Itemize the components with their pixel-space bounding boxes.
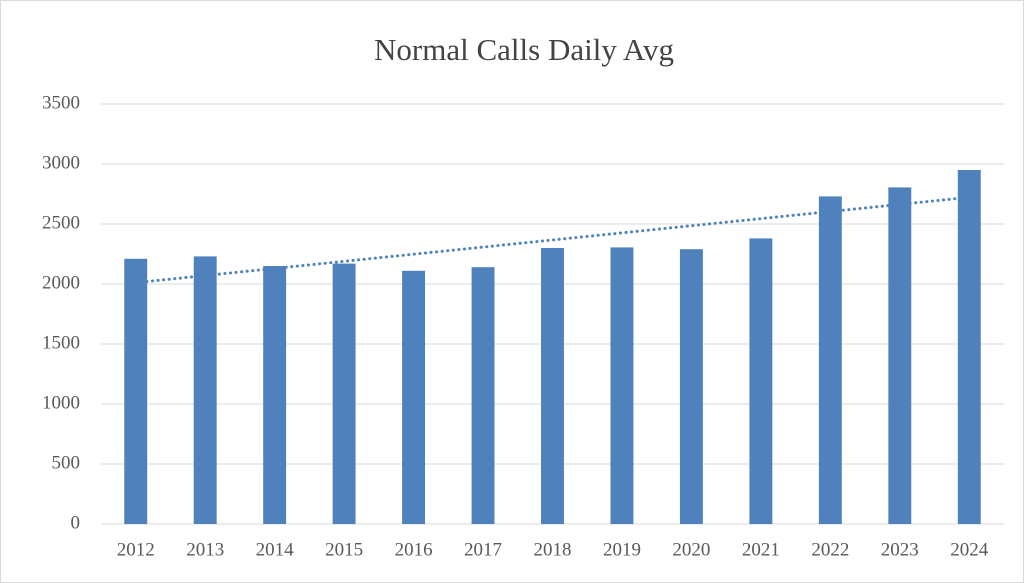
y-tick-label: 2000 <box>42 272 80 293</box>
trendline <box>134 195 971 285</box>
bar <box>957 170 981 524</box>
x-tick-label: 2013 <box>186 539 224 560</box>
chart-title: Normal Calls Daily Avg <box>374 32 674 67</box>
x-tick-label: 2024 <box>950 539 989 560</box>
bar <box>888 187 912 524</box>
bar <box>332 263 356 524</box>
bar <box>610 247 634 524</box>
x-tick-label: 2023 <box>881 539 919 560</box>
x-tick-label: 2022 <box>811 539 849 560</box>
bar <box>749 238 773 524</box>
y-tick-label: 2500 <box>42 212 80 233</box>
x-tick-label: 2016 <box>395 539 433 560</box>
x-tick-label: 2012 <box>117 539 155 560</box>
x-tick-label: 2014 <box>256 539 295 560</box>
bar <box>818 196 842 524</box>
x-tick-label: 2018 <box>534 539 572 560</box>
x-tick-label: 2020 <box>672 539 710 560</box>
x-tick-label: 2021 <box>742 539 780 560</box>
bar <box>679 249 703 524</box>
bar <box>263 266 287 524</box>
y-tick-label: 3500 <box>42 92 80 113</box>
y-tick-label: 500 <box>52 452 81 473</box>
y-tick-label: 0 <box>71 512 81 533</box>
x-tick-label: 2015 <box>325 539 363 560</box>
bar <box>193 256 217 524</box>
y-tick-label: 3000 <box>42 152 80 173</box>
y-tick-label: 1500 <box>42 332 80 353</box>
bar <box>541 248 564 524</box>
bar <box>471 267 495 524</box>
y-tick-label: 1000 <box>42 392 80 413</box>
x-tick-label: 2017 <box>464 539 502 560</box>
x-tick-label: 2019 <box>603 539 641 560</box>
bar <box>124 258 148 524</box>
bar <box>402 270 426 524</box>
